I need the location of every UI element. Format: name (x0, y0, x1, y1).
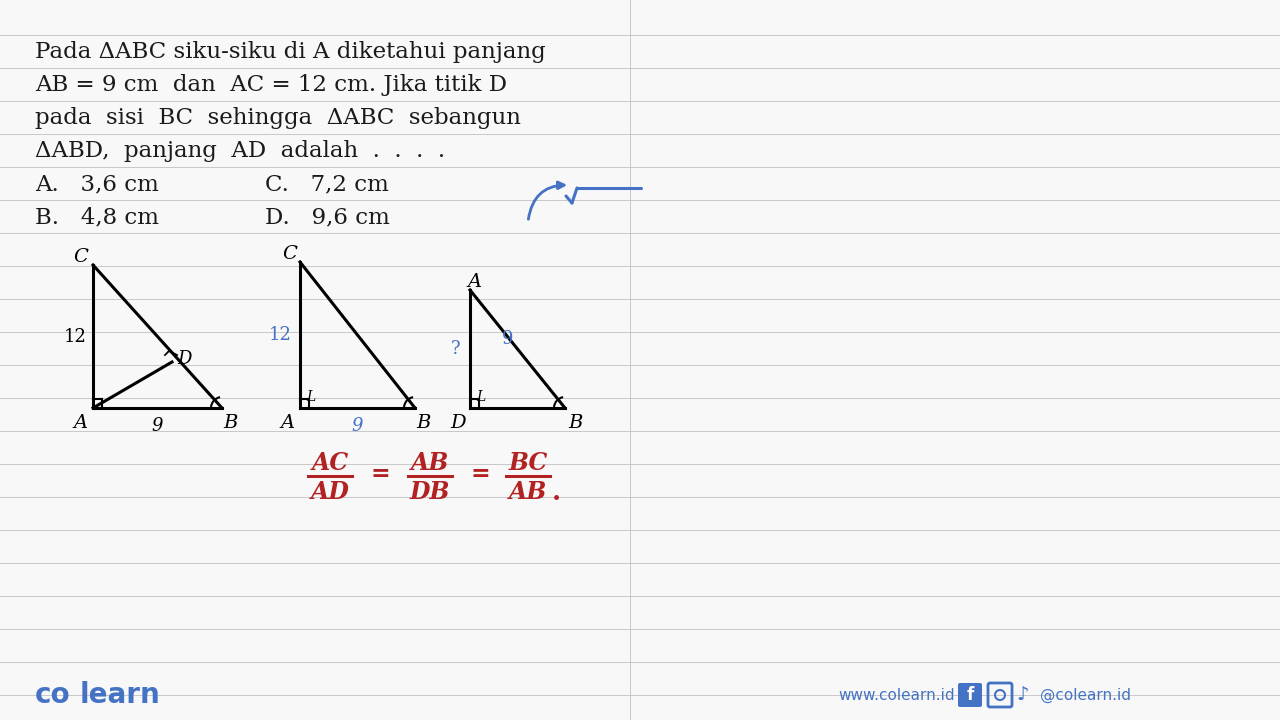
Text: ?: ? (451, 340, 461, 358)
Text: 9: 9 (352, 417, 364, 435)
Text: @colearn.id: @colearn.id (1039, 688, 1132, 703)
Text: AB: AB (509, 480, 547, 504)
Text: 12: 12 (64, 328, 87, 346)
Text: B.   4,8 cm: B. 4,8 cm (35, 206, 159, 228)
Text: C: C (283, 245, 297, 263)
Text: AB = 9 cm  dan  AC = 12 cm. Jika titik D: AB = 9 cm dan AC = 12 cm. Jika titik D (35, 74, 507, 96)
Text: AC: AC (311, 451, 348, 475)
Text: pada  sisi  BC  sehingga  ΔABC  sebangun: pada sisi BC sehingga ΔABC sebangun (35, 107, 521, 129)
Text: A: A (468, 273, 483, 291)
Text: C.   7,2 cm: C. 7,2 cm (265, 173, 389, 195)
Text: B: B (223, 414, 237, 432)
Text: AD: AD (311, 480, 349, 504)
Text: A: A (74, 414, 88, 432)
Text: BC: BC (508, 451, 548, 475)
Text: =: = (370, 462, 390, 486)
Text: 9: 9 (502, 330, 513, 348)
Text: ΔABD,  panjang  AD  adalah  .  .  .  .: ΔABD, panjang AD adalah . . . . (35, 140, 445, 162)
Text: Pada ΔABC siku-siku di A diketahui panjang: Pada ΔABC siku-siku di A diketahui panja… (35, 41, 545, 63)
Text: L: L (306, 390, 316, 404)
Text: AB: AB (411, 451, 449, 475)
Text: L: L (476, 390, 485, 404)
Text: D: D (451, 414, 466, 432)
Text: A.   3,6 cm: A. 3,6 cm (35, 173, 159, 195)
FancyBboxPatch shape (957, 683, 982, 707)
Text: co: co (35, 681, 70, 709)
Text: D: D (177, 350, 191, 368)
Text: f: f (966, 686, 974, 704)
Text: A: A (280, 414, 296, 432)
Text: learn: learn (79, 681, 161, 709)
FancyArrowPatch shape (529, 182, 564, 220)
Text: .: . (552, 480, 561, 505)
Text: B: B (416, 414, 430, 432)
Text: B: B (568, 414, 582, 432)
Text: =: = (470, 462, 490, 486)
Text: DB: DB (410, 480, 451, 504)
Text: www.colearn.id: www.colearn.id (838, 688, 955, 703)
Text: C: C (73, 248, 88, 266)
Text: D.   9,6 cm: D. 9,6 cm (265, 206, 390, 228)
Text: ♪: ♪ (1016, 685, 1029, 704)
Text: 9: 9 (152, 417, 164, 435)
Text: 12: 12 (269, 326, 292, 344)
